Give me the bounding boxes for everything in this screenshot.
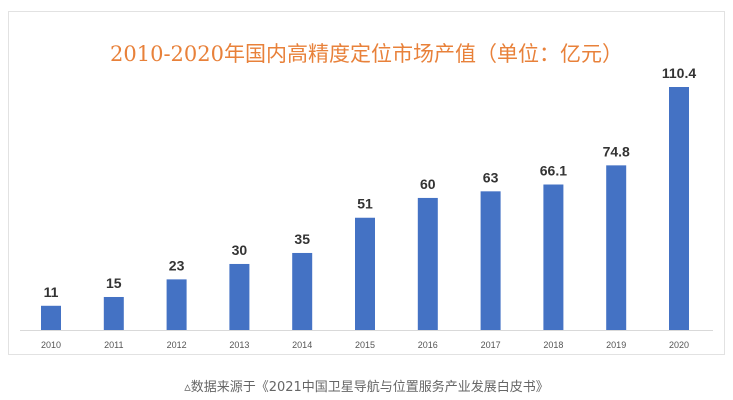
bar-2019 bbox=[606, 165, 627, 330]
bar-2017 bbox=[480, 191, 501, 330]
data-label: 63 bbox=[483, 169, 499, 185]
bar-2012 bbox=[166, 279, 187, 330]
bar-2020 bbox=[669, 87, 689, 330]
x-tick-label: 2018 bbox=[543, 340, 563, 350]
x-tick-label: 2011 bbox=[104, 340, 123, 350]
bar-2015 bbox=[355, 217, 375, 330]
x-tick-label: 2010 bbox=[41, 340, 61, 350]
data-label: 110.4 bbox=[662, 65, 696, 81]
data-label: 60 bbox=[420, 176, 436, 192]
x-tick-label: 2012 bbox=[167, 340, 187, 350]
source-caption: ▵数据来源于《2021中国卫星导航与位置服务产业发展白皮书》 bbox=[184, 380, 549, 395]
bar-chart: 11 2010 15 2011 23 2012 30 2013 35 2014 51 2015 60 20… bbox=[20, 65, 713, 350]
x-tick-label: 2017 bbox=[481, 340, 501, 350]
bar-2014 bbox=[292, 252, 313, 330]
bar-2016 bbox=[417, 197, 438, 330]
data-label: 35 bbox=[294, 231, 310, 247]
x-tick-label: 2014 bbox=[292, 340, 312, 350]
data-label: 15 bbox=[106, 275, 122, 291]
data-label: 30 bbox=[232, 242, 248, 258]
x-tick-label: 2016 bbox=[418, 340, 438, 350]
data-label: 23 bbox=[169, 257, 185, 273]
x-tick-label: 2013 bbox=[229, 340, 249, 350]
chart-title: 2010-2020年国内高精度定位市场产值（单位：亿元） bbox=[110, 42, 623, 66]
bar-2013 bbox=[229, 263, 250, 330]
x-tick-label: 2019 bbox=[606, 340, 626, 350]
data-label: 11 bbox=[44, 284, 59, 300]
bar-2018 bbox=[543, 184, 564, 330]
data-label: 51 bbox=[357, 196, 373, 212]
bar-2011 bbox=[103, 296, 124, 330]
bar-2010 bbox=[41, 305, 61, 330]
data-label: 66.1 bbox=[540, 163, 567, 179]
x-tick-label: 2015 bbox=[355, 340, 375, 350]
data-label: 74.8 bbox=[603, 143, 630, 159]
x-tick-label: 2020 bbox=[669, 340, 689, 350]
